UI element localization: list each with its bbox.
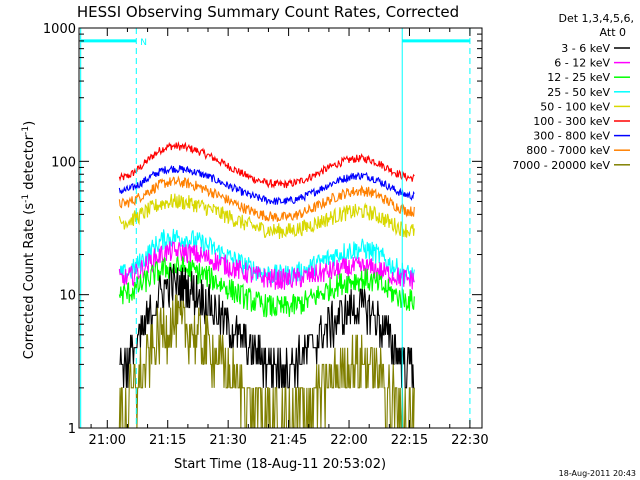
series-line <box>118 193 415 239</box>
legend-label: 100 - 300 keV <box>533 115 610 128</box>
legend-header-attenuator: Att 0 <box>600 26 626 39</box>
y-label-mid: detector <box>22 134 37 194</box>
series-line <box>118 140 415 189</box>
y-tick-label: 10 <box>59 289 76 304</box>
legend-entry: 3 - 6 keV <box>561 42 630 55</box>
x-tick-label: 21:00 <box>89 433 126 448</box>
x-axis-label: Start Time (18-Aug-11 20:53:02) <box>174 457 386 472</box>
legend-label: 50 - 100 keV <box>540 100 610 113</box>
y-label-sup1: -1 <box>21 194 31 203</box>
y-tick-label: 100 <box>51 155 76 170</box>
series-line <box>118 175 415 222</box>
series-line <box>118 228 415 286</box>
date-stamp: 18-Aug-2011 20:43 <box>559 469 636 478</box>
legend-entry: 6 - 12 keV <box>554 57 630 70</box>
legend-entry: 7000 - 20000 keV <box>512 159 630 172</box>
y-label-main: Corrected Count Rate (s <box>22 203 37 360</box>
legend: Det 1,3,4,5,6, Att 0 3 - 6 keV 6 - 12 keV… <box>512 12 634 172</box>
y-tick-label: 1000 <box>43 22 76 37</box>
legend-label: 25 - 50 keV <box>547 86 610 99</box>
series-line <box>119 263 415 389</box>
plot-frame <box>78 27 483 429</box>
legend-label: 3 - 6 keV <box>561 42 610 55</box>
y-tick-label: 1 <box>68 422 76 437</box>
legend-header-detectors: Det 1,3,4,5,6, <box>558 12 634 25</box>
series-line <box>118 164 415 206</box>
x-tick-label: 21:15 <box>149 433 186 448</box>
legend-entry: 100 - 300 keV <box>533 115 630 128</box>
y-axis-label: Corrected Count Rate (s-1 detector-1) <box>21 121 37 359</box>
legend-label: 12 - 25 keV <box>547 71 610 84</box>
night-flag-label: N <box>140 38 147 48</box>
legend-label: 300 - 800 keV <box>533 130 610 143</box>
axis-layer: 21:00 21:15 21:30 21:45 22:00 22:15 22:30 1 10 10… <box>43 22 489 448</box>
chart-title: HESSI Observing Summary Count Rates, Cor… <box>77 3 459 21</box>
legend-label: 7000 - 20000 keV <box>512 159 610 172</box>
y-label-sup2: -1 <box>21 126 31 135</box>
series-line <box>118 255 415 318</box>
legend-entry: 12 - 25 keV <box>547 71 630 84</box>
x-tick-label: 22:00 <box>330 433 367 448</box>
annotation-layer: N <box>80 28 471 428</box>
legend-entry: 50 - 100 keV <box>540 100 630 113</box>
series-line <box>118 240 415 291</box>
legend-entry: 300 - 800 keV <box>533 130 630 143</box>
x-tick-label: 22:30 <box>451 433 488 448</box>
x-tick-label: 21:30 <box>209 433 246 448</box>
legend-label: 800 - 7000 keV <box>526 144 610 157</box>
x-tick-label: 22:15 <box>391 433 428 448</box>
legend-label: 6 - 12 keV <box>554 57 610 70</box>
x-tick-label: 21:45 <box>270 433 307 448</box>
legend-entry: 800 - 7000 keV <box>526 144 630 157</box>
legend-entry: 25 - 50 keV <box>547 86 630 99</box>
y-label-end: ) <box>22 121 37 126</box>
